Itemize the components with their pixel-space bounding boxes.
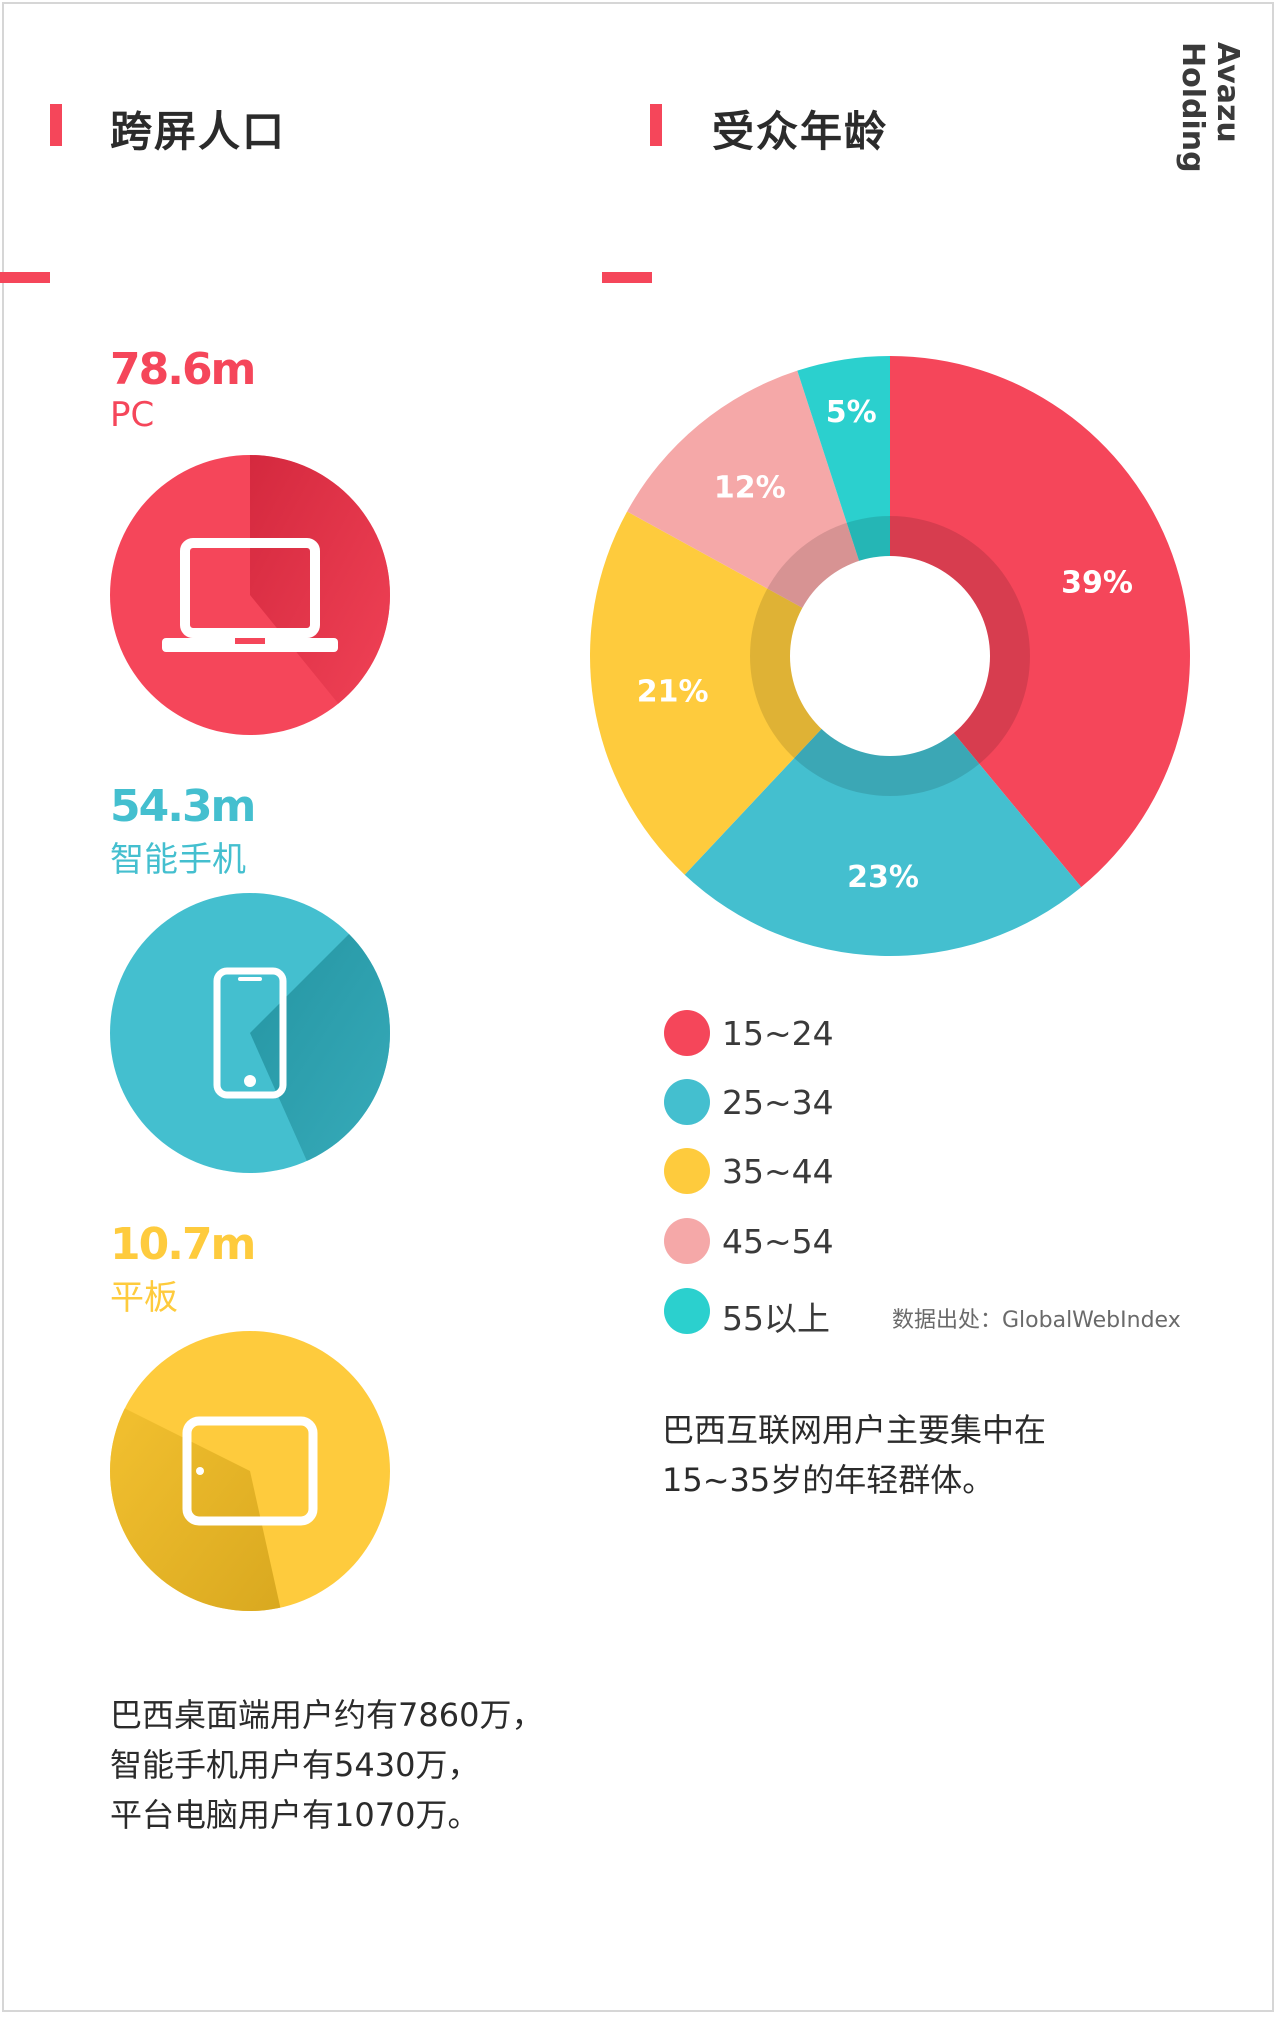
section-marker-left [50, 104, 62, 146]
right-summary-line: 15~35岁的年轻群体。 [662, 1461, 995, 1499]
right-summary-line: 巴西互联网用户主要集中在 [662, 1411, 1047, 1449]
legend-label: 55以上 [722, 1299, 830, 1338]
legend-dot [664, 1218, 710, 1264]
metric-label-pc: PC [110, 395, 155, 435]
metric-value-smartphone: 54.3m [110, 781, 256, 832]
right-summary: 巴西互联网用户主要集中在 15~35岁的年轻群体。 [662, 1405, 1046, 1505]
smartphone-circle [110, 893, 390, 1173]
legend-dot [664, 1288, 710, 1334]
pc-circle [110, 455, 390, 735]
left-summary: 巴西桌面端用户约有7860万， 智能手机用户有5430万， 平台电脑用户有107… [110, 1690, 543, 1840]
section-underline-left [0, 272, 50, 283]
metric-label-tablet: 平板 [110, 1278, 178, 1318]
legend-label: 15~24 [722, 1014, 834, 1053]
brand-logo-text: Avazu Holding [1175, 42, 1245, 173]
metric-value-tablet: 10.7m [110, 1219, 256, 1270]
section-underline-right [602, 272, 652, 283]
legend-label: 25~34 [722, 1083, 834, 1122]
donut-hole [790, 556, 990, 756]
left-summary-line: 平台电脑用户有1070万。 [110, 1796, 480, 1834]
data-source: 数据出处：GlobalWebIndex [892, 1308, 1181, 1333]
laptop-icon [162, 538, 338, 652]
smartphone-icon [213, 967, 287, 1099]
age-donut-chart: 39% 23% 21% 12% 5% [590, 356, 1190, 957]
pie-data-label: 5% [826, 395, 877, 430]
pie-data-label: 21% [637, 674, 709, 709]
legend-dot [664, 1010, 710, 1056]
metric-value-pc: 78.6m [110, 344, 256, 395]
pie-slice-15~24 [890, 356, 1190, 888]
legend-dot [664, 1079, 710, 1125]
pie-slice-25~34 [684, 656, 1082, 957]
pie-data-label: 12% [714, 470, 786, 505]
left-summary-line: 巴西桌面端用户约有7860万， [110, 1696, 544, 1734]
legend-label: 35~44 [722, 1152, 834, 1191]
section-title-cross-screen: 跨屏人口 [110, 107, 287, 156]
left-summary-line: 智能手机用户有5430万， [110, 1746, 480, 1784]
legend-label: 45~54 [722, 1222, 834, 1261]
pie-data-label: 39% [1061, 565, 1133, 600]
pie-slice-35~44 [590, 511, 890, 875]
tablet-circle [110, 1331, 390, 1611]
legend-dot [664, 1148, 710, 1194]
tablet-icon [182, 1416, 318, 1526]
pie-data-label: 23% [847, 860, 919, 895]
metric-label-smartphone: 智能手机 [110, 840, 246, 880]
section-marker-right [650, 104, 662, 146]
section-title-audience-age: 受众年龄 [712, 107, 889, 156]
